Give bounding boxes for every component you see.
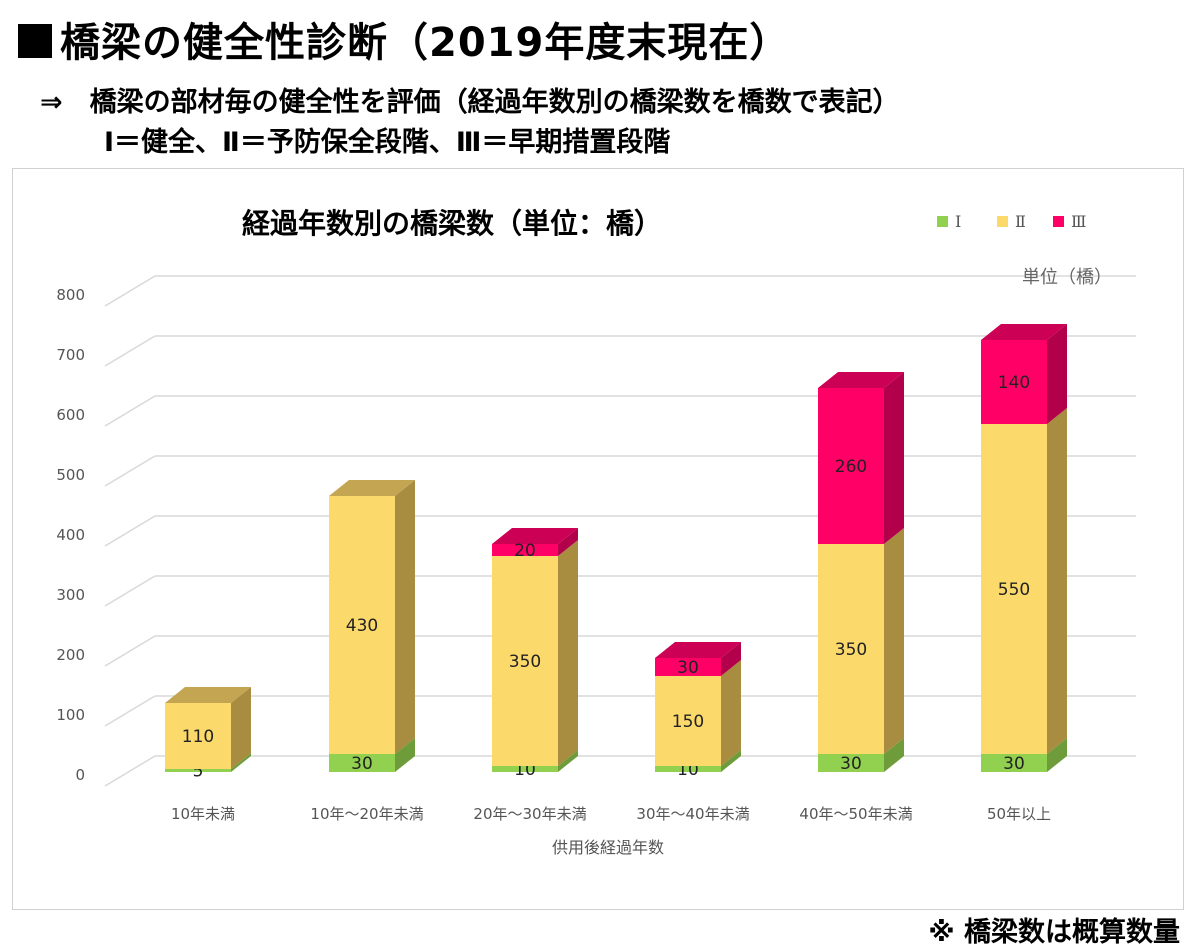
- gridline-connector: [104, 695, 156, 727]
- bar-side-3: [558, 528, 578, 556]
- bar-segment-2: [329, 496, 395, 754]
- subtitle-line-1: ⇒ 橋梁の部材毎の健全性を評価（経過年数別の橋梁数を橋数で表記）: [40, 87, 900, 118]
- y-tick-label: 100: [56, 706, 85, 724]
- bar-side-3: [1047, 324, 1067, 424]
- data-label: 20: [514, 541, 536, 561]
- page-title-text: 橋梁の健全性診断（2019年度末現在）: [60, 20, 791, 66]
- y-tick-label: 500: [56, 466, 85, 484]
- bar-segment-2: [492, 556, 558, 766]
- bar-segment-2: [165, 703, 231, 769]
- bar-side-1: [558, 750, 578, 772]
- bar-segment-3: [981, 340, 1047, 424]
- gridline-connector: [104, 335, 156, 367]
- legend-swatch-1: [937, 216, 948, 227]
- x-tick-label: 10年未満: [171, 805, 235, 823]
- bar-segment-1: [655, 766, 721, 772]
- bar-side-1: [231, 753, 251, 772]
- data-label: 30: [351, 754, 373, 774]
- bar-segment-3: [492, 544, 558, 556]
- y-tick-label: 400: [56, 526, 85, 544]
- bar-top-3: [655, 642, 741, 658]
- bridge-age-chart: 0 100 200 300 400 500 600 700 800 経過年数別の橋梁数（単位：橋）…: [56, 207, 1136, 857]
- bar-segment-1: [981, 754, 1047, 772]
- y-tick-label: 600: [56, 406, 85, 424]
- bar-side-1: [884, 738, 904, 772]
- gridline-connector: [104, 275, 156, 307]
- chart-title: 経過年数別の橋梁数（単位：橋）: [242, 207, 662, 240]
- data-label: 140: [998, 373, 1030, 393]
- bar-side-2: [1047, 408, 1067, 754]
- page-title: 橋梁の健全性診断（2019年度末現在）: [18, 10, 790, 68]
- gridline-connector: [104, 455, 156, 487]
- square-bullet-icon: [18, 24, 52, 58]
- data-label: 5: [193, 762, 204, 782]
- bar-top-3: [981, 324, 1067, 340]
- data-label: 350: [835, 640, 867, 660]
- bar-segment-3: [655, 658, 721, 676]
- y-tick-label: 200: [56, 646, 85, 664]
- y-tick-label: 300: [56, 586, 85, 604]
- bar-top-2: [165, 687, 251, 703]
- data-label: 550: [998, 580, 1030, 600]
- bar-segment-1: [165, 769, 231, 772]
- bar-side-2: [721, 660, 741, 766]
- bar-side-1: [721, 750, 741, 772]
- y-tick-label: 0: [75, 766, 85, 784]
- gridline-connector: [104, 635, 156, 667]
- data-label: 110: [182, 727, 214, 747]
- legend-label-2: Ⅱ: [1015, 212, 1026, 231]
- gridline-connector: [104, 395, 156, 427]
- data-label: 30: [1003, 754, 1025, 774]
- x-tick-label: 30年～40年未満: [636, 805, 749, 823]
- y-tick-label: 700: [56, 346, 85, 364]
- data-label: 260: [835, 457, 867, 477]
- gridline-connector: [104, 755, 156, 787]
- bar-segment-1: [818, 754, 884, 772]
- legend-swatch-3: [1053, 216, 1064, 227]
- legend-label-1: Ⅰ: [955, 212, 961, 231]
- bar-segment-2: [655, 676, 721, 766]
- bar-side-3: [884, 372, 904, 544]
- footnote: ※ 橋梁数は概算数量: [928, 917, 1180, 948]
- gridline-connector: [104, 515, 156, 547]
- x-axis-title: 供用後経過年数: [552, 838, 664, 857]
- legend-label-3: Ⅲ: [1071, 212, 1086, 231]
- x-tick-label: 40年～50年未満: [799, 805, 912, 823]
- subtitle-line-2: Ⅰ＝健全、Ⅱ＝予防保全段階、Ⅲ＝早期措置段階: [104, 127, 671, 158]
- unit-label: 単位（橋）: [1022, 267, 1112, 288]
- chart-frame: [12, 168, 1184, 910]
- bar-segment-2: [818, 544, 884, 754]
- bar-side-3: [721, 642, 741, 676]
- data-label: 430: [346, 616, 378, 636]
- bar-top-3: [818, 372, 904, 388]
- data-label: 350: [509, 652, 541, 672]
- bar-side-2: [558, 540, 578, 766]
- x-tick-label: 50年以上: [987, 805, 1051, 823]
- gridline-connector: [104, 575, 156, 607]
- bar-side-1: [1047, 738, 1067, 772]
- bar-segment-1: [492, 766, 558, 772]
- data-label: 150: [672, 712, 704, 732]
- legend-swatch-2: [997, 216, 1008, 227]
- x-tick-label: 20年～30年未満: [473, 805, 586, 823]
- x-tick-label: 10年～20年未満: [310, 805, 423, 823]
- data-label: 30: [840, 754, 862, 774]
- bar-segment-2: [981, 424, 1047, 754]
- bar-side-2: [231, 687, 251, 769]
- bar-side-2: [884, 528, 904, 754]
- bar-side-1: [395, 738, 415, 772]
- bar-top-2: [329, 480, 415, 496]
- data-label: 30: [677, 658, 699, 678]
- bar-segment-1: [329, 754, 395, 772]
- y-tick-label: 800: [56, 286, 85, 304]
- bar-side-2: [395, 480, 415, 754]
- bar-top-3: [492, 528, 578, 544]
- bar-segment-3: [818, 388, 884, 544]
